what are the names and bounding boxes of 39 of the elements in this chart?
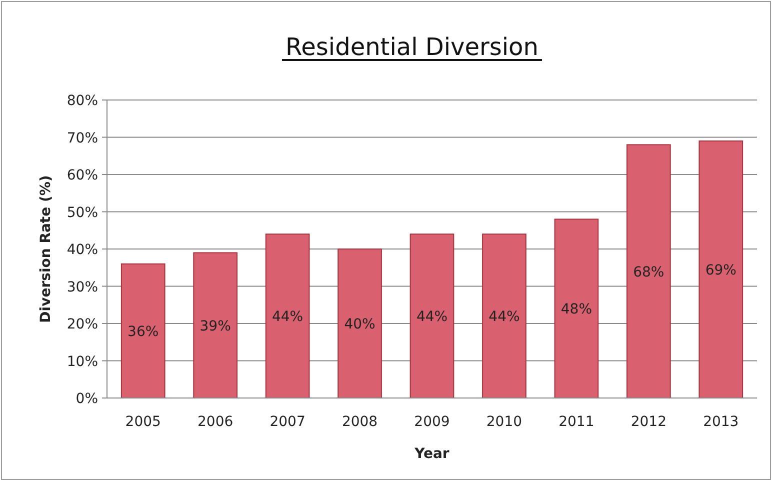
data-label: 44%: [272, 309, 304, 326]
bar: [193, 252, 238, 398]
data-label: 39%: [200, 318, 231, 334]
x-tick-label: 2013: [703, 414, 739, 430]
y-tick-label: 10%: [66, 354, 98, 370]
x-tick-label: 2011: [558, 414, 594, 430]
bar: [120, 263, 166, 398]
data-label: 40%: [344, 316, 376, 332]
y-tick-label: 50%: [66, 204, 98, 221]
chart-title: Residential Diversion: [286, 33, 538, 61]
bar: [626, 144, 671, 398]
y-tick-label: 20%: [66, 316, 98, 332]
data-label: 36%: [128, 324, 159, 340]
x-tick-label: 2012: [630, 414, 666, 430]
x-tick-label: 2006: [198, 414, 234, 430]
y-axis-title: Diversion Rate (%): [38, 175, 54, 323]
data-label: 68%: [633, 264, 664, 280]
x-tick-label: 2010: [486, 414, 522, 430]
data-label: 44%: [416, 309, 448, 326]
bar: [554, 218, 599, 398]
x-axis-title: Year: [414, 446, 450, 462]
bar: [410, 234, 454, 398]
y-tick-label: 30%: [66, 279, 98, 296]
y-tick-label: 70%: [66, 130, 98, 146]
x-tick-label: 2005: [125, 414, 161, 430]
bar: [265, 234, 310, 398]
x-tick-label: 2009: [414, 414, 450, 430]
bar: [698, 140, 744, 398]
x-tick-label: 2007: [270, 414, 306, 430]
y-tick-label: 60%: [66, 168, 98, 184]
y-tick-label: 80%: [66, 93, 98, 109]
bar: [482, 234, 526, 398]
bar: [338, 248, 382, 398]
data-label: 44%: [488, 309, 520, 326]
data-label: 69%: [705, 262, 736, 278]
y-tick-label: 0%: [76, 391, 98, 407]
y-tick-label: 40%: [66, 242, 98, 258]
x-tick-label: 2008: [342, 414, 378, 430]
data-label: 48%: [560, 302, 592, 318]
